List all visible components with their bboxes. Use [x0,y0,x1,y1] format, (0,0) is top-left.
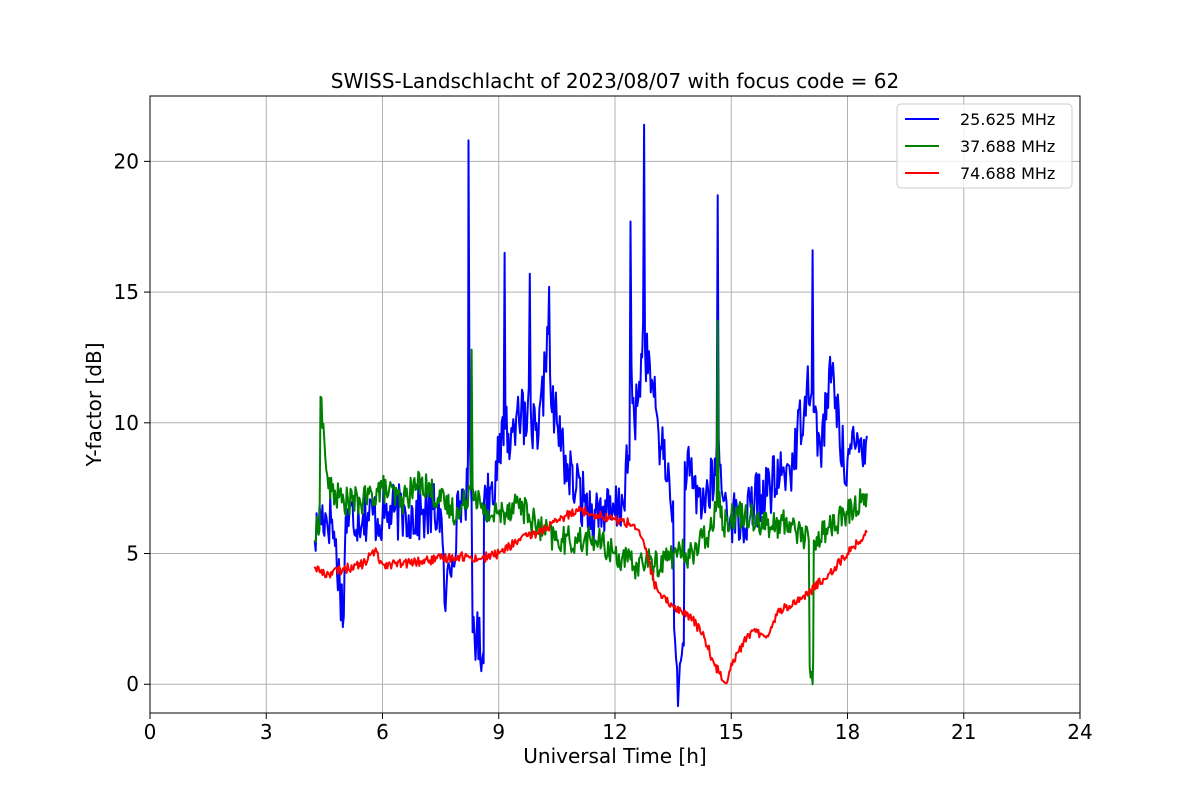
y-tick-label: 15 [114,280,139,304]
x-tick-label: 24 [1067,720,1092,744]
x-tick-label: 9 [492,720,505,744]
x-tick-label: 6 [376,720,389,744]
x-tick-label: 15 [719,720,744,744]
x-tick-label: 18 [835,720,860,744]
x-tick-label: 12 [602,720,627,744]
y-tick-label: 20 [114,149,139,173]
x-tick-label: 0 [144,720,157,744]
legend-label: 37.688 MHz [960,137,1055,156]
legend: 25.625 MHz 37.688 MHz 74.688 MHz [896,103,1073,189]
series-layer [313,123,868,708]
x-axis-label: Universal Time [h] [523,744,706,768]
legend-label: 74.688 MHz [960,164,1055,183]
y-tick-label: 5 [126,542,139,566]
chart-title: SWISS-Landschlacht of 2023/08/07 with fo… [331,69,899,93]
ticks: 0 3 6 9 12 15 18 21 24 0 5 10 15 20 [114,149,1093,744]
x-tick-label: 21 [951,720,976,744]
y-tick-label: 10 [114,411,139,435]
series-line-1 [313,123,868,708]
legend-label: 25.625 MHz [960,110,1055,129]
y-tick-label: 0 [126,672,139,696]
legend-box [896,103,1073,189]
series-line-3 [313,505,868,685]
series-line-2 [313,319,868,686]
y-axis-label: Y-factor [dB] [82,342,106,467]
x-tick-label: 3 [260,720,273,744]
